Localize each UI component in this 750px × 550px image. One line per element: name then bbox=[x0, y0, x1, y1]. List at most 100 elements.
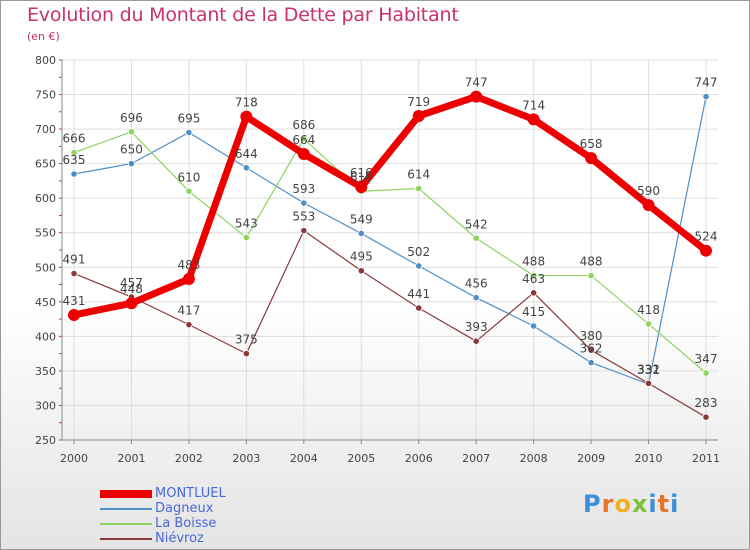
data-label: 331 bbox=[637, 363, 660, 377]
data-point bbox=[700, 244, 712, 257]
data-label: 610 bbox=[350, 170, 373, 184]
series-line-dagneux bbox=[73, 96, 707, 385]
legend-swatch bbox=[100, 508, 152, 510]
data-point bbox=[702, 413, 710, 421]
y-tick-label: 500 bbox=[35, 261, 56, 274]
series-line-la-boisse bbox=[73, 131, 707, 374]
data-label: 483 bbox=[177, 258, 200, 272]
x-tick-label: 2001 bbox=[117, 452, 145, 465]
data-label: 448 bbox=[120, 282, 143, 296]
x-tick-label: 2008 bbox=[520, 452, 548, 465]
data-point bbox=[355, 181, 368, 194]
x-tick-label: 2006 bbox=[405, 452, 433, 465]
y-tick-label: 700 bbox=[35, 123, 56, 136]
data-label: 332 bbox=[637, 362, 660, 376]
y-tick-label: 400 bbox=[35, 330, 56, 343]
data-label: 616 bbox=[350, 166, 373, 180]
data-label: 488 bbox=[522, 255, 545, 269]
logo-letter: o bbox=[614, 490, 632, 518]
series-line-niévroz bbox=[73, 230, 707, 418]
x-tick-label: 2000 bbox=[60, 452, 88, 465]
data-label: 719 bbox=[407, 95, 430, 109]
data-label: 418 bbox=[637, 303, 660, 317]
y-tick-label: 450 bbox=[35, 296, 56, 309]
x-tick-label: 2007 bbox=[462, 452, 490, 465]
data-point bbox=[644, 320, 653, 328]
data-point bbox=[297, 147, 310, 160]
data-point bbox=[415, 262, 423, 270]
data-label: 417 bbox=[177, 304, 200, 318]
data-label: 441 bbox=[407, 287, 430, 301]
series-line-montluel bbox=[70, 93, 710, 319]
data-label: 415 bbox=[522, 305, 545, 319]
data-point bbox=[530, 289, 538, 297]
legend-label: Dagneux bbox=[155, 501, 214, 516]
data-point bbox=[642, 199, 655, 212]
data-label: 549 bbox=[350, 212, 373, 226]
data-point bbox=[702, 369, 710, 377]
logo-letter: i bbox=[670, 490, 680, 518]
data-point bbox=[242, 233, 250, 242]
legend-label: MONTLUEL bbox=[155, 486, 226, 501]
data-label: 593 bbox=[292, 182, 315, 196]
data-label: 610 bbox=[177, 170, 200, 184]
data-point bbox=[185, 128, 193, 137]
data-label: 747 bbox=[695, 76, 718, 90]
data-label: 718 bbox=[235, 96, 258, 110]
data-point bbox=[530, 322, 538, 330]
data-label: 488 bbox=[580, 255, 603, 269]
data-point bbox=[415, 184, 423, 193]
legend-swatch bbox=[100, 538, 152, 540]
data-point bbox=[182, 273, 195, 286]
data-point bbox=[185, 187, 193, 195]
data-point bbox=[472, 234, 480, 242]
data-label: 431 bbox=[63, 294, 86, 308]
data-point bbox=[415, 304, 423, 312]
x-tick-label: 2003 bbox=[232, 452, 260, 465]
data-point bbox=[527, 113, 540, 126]
data-label: 543 bbox=[235, 217, 258, 231]
data-point bbox=[587, 271, 595, 280]
data-label: 457 bbox=[120, 276, 143, 290]
data-label: 614 bbox=[407, 168, 430, 182]
data-label: 347 bbox=[695, 352, 718, 366]
y-tick-label: 550 bbox=[35, 227, 56, 240]
data-point bbox=[242, 164, 250, 172]
data-label: 590 bbox=[637, 184, 660, 198]
data-point bbox=[412, 109, 425, 122]
data-label: 650 bbox=[120, 143, 143, 157]
data-label: 456 bbox=[465, 277, 488, 291]
data-label: 635 bbox=[63, 153, 86, 167]
data-point bbox=[644, 379, 653, 387]
logo-letter: P bbox=[583, 490, 602, 518]
data-label: 495 bbox=[350, 250, 373, 264]
data-label: 714 bbox=[522, 98, 545, 112]
logo-letter: i bbox=[648, 490, 658, 518]
data-point bbox=[185, 321, 193, 329]
data-label: 502 bbox=[407, 245, 430, 259]
proxiti-logo: Proxiti bbox=[583, 490, 679, 518]
data-label: 524 bbox=[695, 230, 718, 244]
data-label: 686 bbox=[292, 118, 315, 132]
data-point bbox=[357, 229, 365, 238]
logo-letter: r bbox=[601, 490, 615, 518]
logo-letter: t bbox=[657, 490, 671, 518]
data-point bbox=[240, 110, 253, 123]
chart-subtitle: (en €) bbox=[27, 30, 60, 43]
data-label: 491 bbox=[63, 252, 86, 266]
x-tick-label: 2010 bbox=[635, 452, 663, 465]
x-tick-label: 2009 bbox=[577, 452, 605, 465]
data-label: 696 bbox=[120, 111, 143, 125]
x-tick-label: 2011 bbox=[692, 452, 720, 465]
legend-label: Niévroz bbox=[155, 531, 204, 546]
data-label: 666 bbox=[63, 132, 86, 146]
y-tick-label: 600 bbox=[35, 192, 56, 205]
data-point bbox=[587, 359, 595, 367]
x-tick-label: 2004 bbox=[290, 452, 318, 465]
chart-title: Evolution du Montant de la Dette par Hab… bbox=[27, 4, 459, 26]
data-label: 664 bbox=[292, 133, 315, 147]
data-label: 553 bbox=[292, 210, 315, 224]
data-point bbox=[472, 294, 480, 302]
